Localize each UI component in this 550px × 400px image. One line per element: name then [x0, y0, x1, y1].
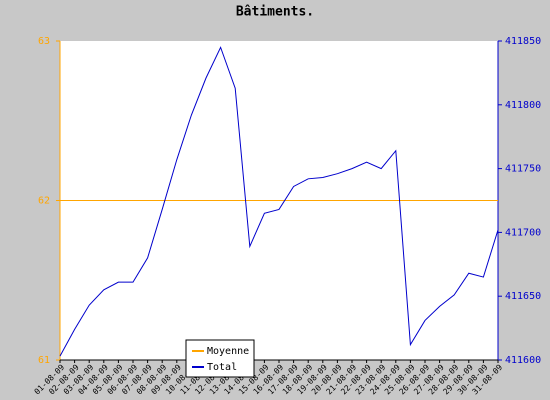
legend: Moyenne Total [185, 339, 255, 378]
y-tick-label: 61 [38, 355, 50, 366]
y2-tick-label: 411850 [505, 36, 541, 47]
y2-tick-label: 411600 [505, 355, 541, 366]
series-line [59, 46, 499, 357]
y-tick-label: 62 [38, 196, 50, 207]
legend-label: Total [207, 362, 237, 373]
y2-tick-label: 411750 [505, 164, 541, 175]
legend-label: Moyenne [207, 346, 249, 357]
legend-box [185, 339, 255, 378]
chart-title: Bâtiments. [236, 5, 314, 20]
y2-tick-label: 411650 [505, 291, 541, 302]
y-tick-label: 63 [38, 36, 50, 47]
y2-tick-label: 411700 [505, 227, 541, 238]
y2-tick-label: 411800 [505, 100, 541, 111]
